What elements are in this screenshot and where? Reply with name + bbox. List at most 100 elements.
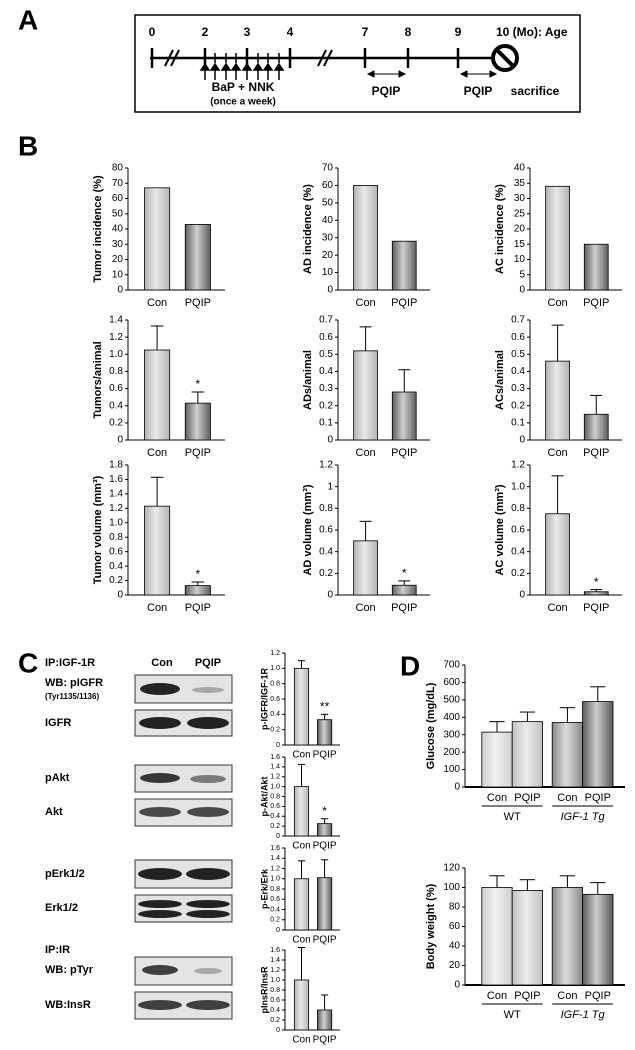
bar xyxy=(391,240,417,291)
bar xyxy=(545,185,570,291)
x-tick-label: Con xyxy=(356,447,376,459)
x-tick-label: PQIP xyxy=(185,447,211,459)
blot-label: Akt xyxy=(45,806,63,818)
x-tick-label: PQIP xyxy=(583,297,609,309)
y-tick-label: 20 xyxy=(514,224,526,235)
y-tick-label: 40 xyxy=(322,215,334,226)
error-bar xyxy=(359,326,372,351)
y-tick-label: 0.4 xyxy=(270,711,280,718)
blot-band xyxy=(186,900,230,908)
y-tick-label: 0.7 xyxy=(319,315,333,326)
x-tick-label: Con xyxy=(487,990,507,1002)
blot-label: Erk1/2 xyxy=(45,902,78,914)
group-label: IGF-1 Tg xyxy=(561,1009,606,1021)
x-tick-label: Con xyxy=(548,602,568,614)
y-tick-label: 0.2 xyxy=(270,727,280,734)
y-tick-label: 25 xyxy=(514,208,526,219)
drug-window-label: PQIP xyxy=(372,84,401,98)
x-tick-label: PQIP xyxy=(585,990,611,1002)
bar xyxy=(144,187,171,291)
error-bar xyxy=(551,324,564,362)
x-tick-label: PQIP xyxy=(585,792,611,804)
x-tick-label: PQIP xyxy=(313,935,337,946)
error-bar xyxy=(150,325,164,350)
y-tick-label: 10 xyxy=(112,269,124,280)
x-tick-label: Con xyxy=(147,602,167,614)
y-tick-label: 500 xyxy=(443,694,460,705)
sacrifice-symbol xyxy=(491,44,519,72)
bar xyxy=(317,719,333,746)
blot-band xyxy=(138,1000,182,1010)
bar xyxy=(583,413,609,441)
x-tick-label: Con xyxy=(487,792,507,804)
y-tick-label: 0 xyxy=(454,980,460,991)
bar xyxy=(545,513,570,596)
x-tick-label: PQIP xyxy=(583,602,609,614)
group-label: WT xyxy=(504,811,521,823)
error-bar xyxy=(359,520,372,541)
y-tick-label: 0.4 xyxy=(319,366,333,377)
bar xyxy=(353,540,378,596)
y-tick-label: 0.7 xyxy=(511,315,525,326)
error-bar xyxy=(321,859,329,878)
y-tick-label: 0.2 xyxy=(109,417,123,428)
y-tick-label: 0 xyxy=(519,285,525,296)
y-tick-label: 1 xyxy=(327,481,333,492)
blot-label: (Tyr1135/1136) xyxy=(45,692,99,701)
x-tick-label: PQIP xyxy=(391,602,417,614)
bar-chart: 0 20 40 60 80 100 120 Body weight (%) Con PQIP Con… xyxy=(425,863,625,1021)
x-tick-label: Con xyxy=(356,297,376,309)
y-tick-label: 0 xyxy=(519,590,525,601)
pqip-arrows xyxy=(366,70,498,78)
bar-chart: 0 0.1 0.2 0.3 0.4 0.5 0.6 0.7 ADs/animal Con PQIP xyxy=(302,315,430,459)
y-tick-label: 30 xyxy=(514,193,526,204)
schedule-label: (once a week) xyxy=(210,97,276,108)
y-tick-label: 0.5 xyxy=(319,349,333,360)
y-tick-label: 1.0 xyxy=(109,517,123,528)
group-label: WT xyxy=(504,1009,521,1021)
y-tick-label: 70 xyxy=(112,178,124,189)
blot-band xyxy=(186,868,230,880)
group-label: IGF-1 Tg xyxy=(561,811,606,823)
y-tick-label: 1.0 xyxy=(270,876,280,883)
y-tick-label: 0 xyxy=(519,435,525,446)
error-bar xyxy=(590,394,603,415)
blot-image xyxy=(134,894,233,923)
bar xyxy=(184,402,211,441)
x-tick-label: PQIP xyxy=(185,297,211,309)
y-tick-label: 1.0 xyxy=(270,665,280,672)
bar-chart: 0 0.2 0.4 0.6 0.8 1.0 1.2 1.4 1.6 1.8 Tumor volume… xyxy=(92,460,225,614)
blot-label: IGFR xyxy=(45,717,71,729)
y-tick-label: 0 xyxy=(327,285,333,296)
y-tick-label: 1.2 xyxy=(511,460,525,471)
x-tick-label: Con xyxy=(292,1035,310,1046)
timeline-minor-ticks xyxy=(214,53,280,63)
bar-chart: 0 0.2 0.4 0.6 0.8 1.0 1.2 1.4 1.6 p-Erk/Erk Con PQI… xyxy=(259,845,340,946)
dose-arrows xyxy=(199,62,285,80)
bar xyxy=(293,786,310,837)
age-label: 9 xyxy=(455,25,462,39)
y-tick-label: 1.2 xyxy=(270,865,280,872)
error-bar xyxy=(519,711,535,722)
y-tick-label: 0.1 xyxy=(511,417,525,428)
y-tick-label: 0 xyxy=(276,1027,280,1034)
y-tick-label: 0.4 xyxy=(270,813,280,820)
y-tick-label: 1.0 xyxy=(270,977,280,984)
y-tick-label: 100 xyxy=(443,882,460,893)
bar xyxy=(583,591,609,596)
y-tick-label: 0.4 xyxy=(319,546,333,557)
y-tick-label: 0.2 xyxy=(511,400,525,411)
error-bar xyxy=(489,721,505,733)
y-tick-label: 600 xyxy=(443,677,460,688)
y-tick-label: 1.6 xyxy=(270,947,280,954)
blot-band xyxy=(139,717,181,729)
blot-band xyxy=(142,965,178,975)
blot-band xyxy=(186,1000,230,1010)
y-axis-label: Body weight (%) xyxy=(425,883,437,969)
y-tick-label: 0.1 xyxy=(319,417,333,428)
y-tick-label: 0.8 xyxy=(270,886,280,893)
y-tick-label: 0 xyxy=(117,285,123,296)
age-label: 7 xyxy=(362,25,369,39)
bar-chart: 0 10 20 30 40 50 60 70 80 Tumor incidence (%) Con P… xyxy=(92,163,225,309)
error-bar xyxy=(590,882,606,895)
